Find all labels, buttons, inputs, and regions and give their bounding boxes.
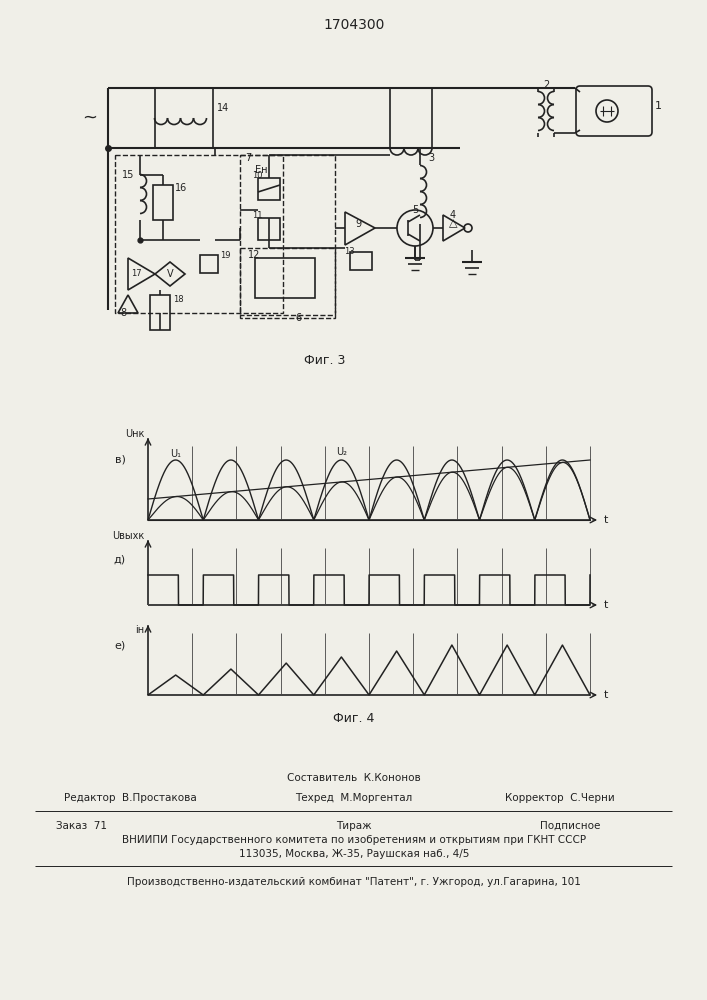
Text: 7: 7 — [245, 153, 251, 163]
Text: 3: 3 — [428, 153, 434, 163]
Text: ВНИИПИ Государственного комитета по изобретениям и открытиям при ГКНТ СССР: ВНИИПИ Государственного комитета по изоб… — [122, 835, 586, 845]
Text: Uвыхк: Uвыхк — [112, 531, 144, 541]
Text: 2: 2 — [543, 80, 549, 90]
Text: Составитель  К.Кононов: Составитель К.Кононов — [287, 773, 421, 783]
Text: 19: 19 — [220, 250, 230, 259]
Text: ~: ~ — [83, 109, 98, 127]
Text: Eн: Eн — [255, 165, 267, 175]
Text: 113035, Москва, Ж-35, Раушская наб., 4/5: 113035, Москва, Ж-35, Раушская наб., 4/5 — [239, 849, 469, 859]
Bar — [115, 155, 283, 313]
Text: 16: 16 — [175, 183, 187, 193]
Text: 12: 12 — [248, 250, 260, 260]
Text: Корректор  С.Черни: Корректор С.Черни — [505, 793, 615, 803]
Text: Подписное: Подписное — [540, 821, 600, 831]
Text: Фиг. 3: Фиг. 3 — [304, 354, 346, 366]
Text: △: △ — [449, 218, 457, 228]
Text: 6: 6 — [295, 313, 301, 323]
Bar — [258, 218, 280, 240]
Text: U₁: U₁ — [170, 449, 181, 459]
Text: t: t — [604, 690, 608, 700]
Bar — [258, 178, 280, 200]
Text: 15: 15 — [122, 170, 134, 180]
Text: в): в) — [115, 455, 126, 465]
Text: U₂: U₂ — [336, 447, 347, 457]
Text: 14: 14 — [217, 103, 229, 113]
Bar — [255, 258, 315, 298]
Text: 9: 9 — [355, 219, 361, 229]
Text: Тираж: Тираж — [337, 821, 372, 831]
Bar — [240, 155, 335, 315]
Bar — [350, 252, 372, 270]
Text: 4: 4 — [450, 210, 456, 220]
Text: Заказ  71: Заказ 71 — [57, 821, 107, 831]
Text: t: t — [604, 515, 608, 525]
Text: 8: 8 — [120, 308, 126, 318]
Text: Техред  М.Моргентал: Техред М.Моргентал — [296, 793, 413, 803]
Text: iн: iн — [135, 625, 144, 635]
Bar — [240, 248, 335, 318]
Text: 17: 17 — [131, 269, 141, 278]
Text: Uнк: Uнк — [124, 429, 144, 439]
Text: 11: 11 — [252, 211, 262, 220]
Text: Редактор  В.Простакова: Редактор В.Простакова — [64, 793, 197, 803]
Text: 1: 1 — [655, 101, 662, 111]
Bar — [150, 295, 170, 330]
Text: Производственно-издательский комбинат "Патент", г. Ужгород, ул.Гагарина, 101: Производственно-издательский комбинат "П… — [127, 877, 581, 887]
Text: д): д) — [114, 555, 126, 565]
Bar — [153, 185, 173, 220]
Text: 18: 18 — [173, 296, 184, 304]
Text: t: t — [604, 600, 608, 610]
Text: 5: 5 — [412, 205, 418, 215]
Bar — [200, 255, 218, 273]
Text: V: V — [167, 269, 173, 279]
Text: Фиг. 4: Фиг. 4 — [333, 712, 375, 724]
Text: 1704300: 1704300 — [323, 18, 385, 32]
Text: 10: 10 — [252, 172, 262, 180]
Text: 13: 13 — [344, 247, 355, 256]
Text: е): е) — [115, 640, 126, 650]
